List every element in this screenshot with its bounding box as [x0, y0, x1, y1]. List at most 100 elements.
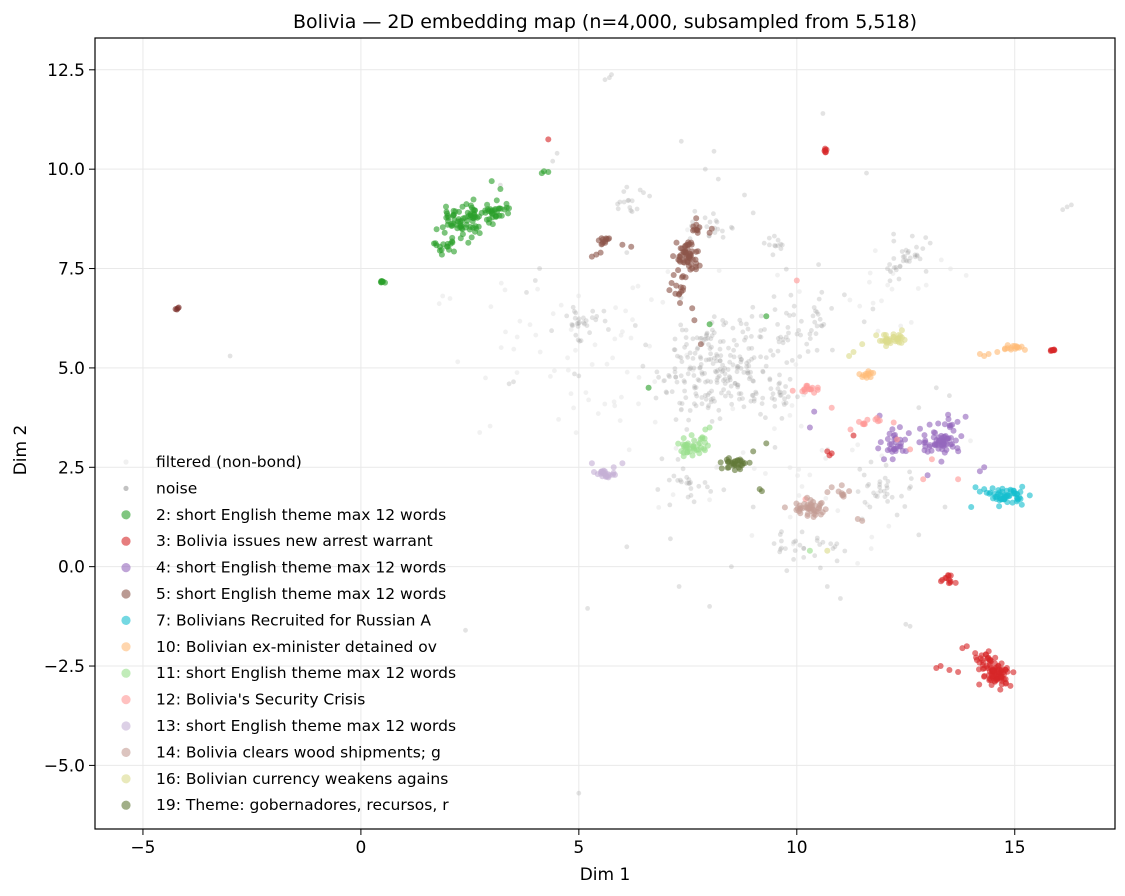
data-point: [889, 426, 895, 432]
data-point: [455, 218, 461, 224]
data-point: [660, 300, 665, 305]
data-point: [1014, 491, 1020, 497]
data-point: [799, 424, 804, 429]
data-point: [976, 682, 982, 688]
data-point: [503, 288, 508, 293]
data-point: [621, 189, 626, 194]
data-point: [622, 200, 627, 205]
data-point: [684, 427, 689, 432]
data-point: [686, 418, 691, 423]
data-point: [817, 501, 823, 507]
data-point: [692, 373, 697, 378]
data-point: [667, 503, 672, 508]
data-point: [824, 548, 830, 554]
data-point: [778, 242, 783, 247]
data-point: [706, 342, 711, 347]
data-point: [856, 489, 861, 494]
data-point: [759, 314, 764, 319]
data-point: [717, 268, 722, 273]
data-point: [490, 221, 496, 227]
data-point: [773, 244, 778, 249]
data-point: [590, 362, 595, 367]
data-point: [784, 360, 789, 365]
legend-item: 5: short English theme max 12 words: [121, 585, 446, 603]
data-point: [718, 347, 723, 352]
data-point: [573, 333, 578, 338]
legend-item: 11: short English theme max 12 words: [121, 664, 456, 682]
data-point: [958, 433, 964, 439]
data-point: [769, 386, 774, 391]
data-point: [619, 460, 625, 466]
data-point: [955, 669, 961, 675]
data-point: [811, 390, 817, 396]
data-point: [891, 420, 897, 426]
legend-marker: [121, 563, 130, 572]
data-point: [815, 324, 820, 329]
y-tick-label: −5.0: [44, 756, 85, 776]
legend-label: 19: Theme: gobernadores, recursos, r: [156, 796, 449, 814]
data-point: [881, 456, 887, 462]
data-point: [720, 318, 725, 323]
data-point: [924, 269, 929, 274]
data-point: [685, 242, 691, 248]
data-point: [708, 346, 713, 351]
data-point: [445, 222, 451, 228]
data-point: [840, 492, 846, 498]
data-point: [800, 530, 805, 535]
data-point: [784, 335, 789, 340]
data-point: [653, 420, 658, 425]
data-point: [1002, 346, 1008, 352]
data-point: [935, 421, 941, 427]
data-point: [445, 215, 451, 221]
data-point: [946, 416, 952, 422]
data-point: [771, 391, 776, 396]
data-point: [647, 194, 652, 199]
data-point: [654, 396, 659, 401]
data-point: [624, 544, 629, 549]
data-point: [721, 339, 726, 344]
legend-item: 2: short English theme max 12 words: [121, 506, 446, 524]
data-point: [871, 307, 876, 312]
data-point: [443, 204, 449, 210]
data-point: [602, 309, 607, 314]
data-point: [548, 374, 553, 379]
data-point: [838, 596, 843, 601]
data-point: [819, 290, 824, 295]
data-point: [808, 332, 813, 337]
data-point: [697, 263, 703, 269]
data-point: [709, 389, 714, 394]
legend-marker: [121, 537, 130, 546]
legend-label: 10: Bolivian ex-minister detained ov: [156, 638, 437, 656]
data-point: [946, 667, 952, 673]
data-point: [228, 354, 233, 359]
data-point: [920, 246, 925, 251]
data-point: [677, 257, 683, 263]
data-point: [705, 379, 710, 384]
data-point: [483, 376, 488, 381]
data-point: [469, 234, 475, 240]
data-point: [721, 235, 726, 240]
data-point: [696, 447, 702, 453]
data-point: [796, 467, 801, 472]
data-point: [442, 230, 448, 236]
data-point: [885, 337, 891, 343]
data-point: [545, 136, 551, 142]
data-point: [741, 450, 746, 455]
data-point: [864, 171, 869, 176]
data-point: [1007, 683, 1013, 689]
data-point: [694, 403, 699, 408]
data-point: [771, 252, 776, 257]
data-point: [484, 202, 490, 208]
data-point: [649, 297, 654, 302]
legend-item: 13: short English theme max 12 words: [121, 717, 456, 735]
data-point: [688, 408, 693, 413]
data-point: [691, 438, 697, 444]
legend-item: 12: Bolivia's Security Crisis: [121, 691, 365, 709]
data-point: [775, 322, 780, 327]
data-point: [656, 505, 661, 510]
data-point: [470, 225, 476, 231]
data-point: [699, 370, 704, 375]
data-point: [698, 356, 703, 361]
data-point: [712, 330, 717, 335]
data-point: [691, 317, 697, 323]
